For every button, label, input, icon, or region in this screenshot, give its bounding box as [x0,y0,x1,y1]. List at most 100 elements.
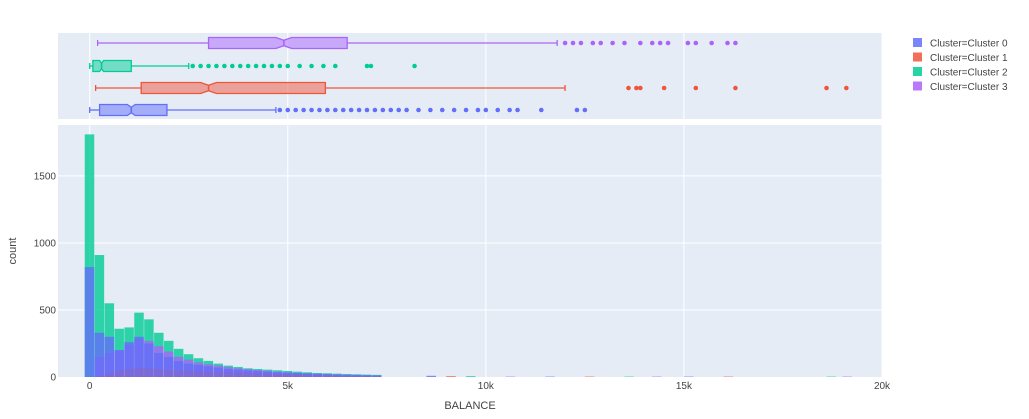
box-outlier-point [372,107,378,113]
box-outlier-point [368,63,374,69]
box-outlier-point [380,107,386,113]
histogram-bar [104,336,115,377]
box-outlier-point [590,40,596,46]
histogram-bar [173,360,184,377]
box-outlier-point [214,63,219,69]
box-outlier-point [285,63,291,69]
box-outlier-point [622,40,627,46]
box-outlier-point [388,107,394,113]
box-outlier-point [439,107,445,113]
axes: 0 5k 10k 15k 20k 0 500 1000 1500 [34,171,891,392]
legend-swatch [913,52,922,62]
x-tick-label: 5k [282,381,294,392]
box-outlier-point [574,107,580,113]
legend: Cluster=Cluster 0 Cluster=Cluster 1 Cluste… [913,38,1008,93]
histogram-bar [446,376,456,377]
box-outlier-point [693,40,699,46]
histogram-bar [114,350,124,377]
box-outlier-point [578,40,584,46]
x-axis-title: BALANCE [444,400,495,412]
histogram-bar [124,342,134,377]
box-outlier-point [475,107,481,113]
box-outlier-point [665,40,671,46]
box-outlier-point [277,63,283,69]
y-tick-label: 0 [50,373,56,384]
x-tick-label: 20k [874,381,891,392]
histogram-bar [292,372,303,377]
histogram-bar [94,255,105,377]
histogram-bar [263,371,273,377]
histogram-bar [253,370,263,377]
box-outlier-point [634,85,639,91]
histogram-bar [322,374,332,377]
box-outlier-point [198,63,203,69]
box-outlier-point [333,107,338,113]
histogram-bar [332,374,342,377]
box-outlier-point [495,107,501,113]
histogram-bar [243,370,253,377]
box-outlier-point [364,63,370,69]
box-outlier-point [463,107,469,113]
box-outlier-point [340,107,346,113]
box-outlier-point [638,85,643,91]
legend-entry-label: Cluster=Cluster 3 [930,82,1008,93]
box-plot-bg [58,33,882,119]
box-outlier-point [626,85,631,91]
box-outlier-point [844,85,849,91]
y-tick-label: 500 [39,305,56,316]
legend-swatch [913,38,922,47]
x-tick-label: 15k [676,381,693,392]
box-outlier-point [190,63,195,69]
histogram-bar [154,352,164,377]
box-outlier-point [245,63,251,69]
box-outlier-point [515,107,520,113]
histogram-bar [272,372,283,377]
legend-entry-label: Cluster=Cluster 0 [930,39,1008,50]
x-tick-label: 10k [478,381,495,392]
box-outlier-point [206,63,211,69]
box-outlier-point [396,107,401,113]
box-outlier-point [222,63,227,69]
histogram-bar [466,376,476,377]
legend-entry-label: Cluster=Cluster 1 [930,53,1008,64]
box-outlier-point [733,40,738,46]
box-outlier-point [293,107,298,113]
histogram-bar [302,373,313,377]
box-outlier-point [649,40,655,46]
box-outlier-point [261,63,267,69]
box-body [207,36,348,50]
histogram-bar [203,366,214,377]
histogram-bar [84,267,95,377]
histogram-bar [233,369,243,377]
box-outlier-point [412,63,417,69]
box-outlier-point [269,63,275,69]
box-outlier-point [733,85,738,91]
box-outlier-point [237,63,243,69]
histogram-bar [282,372,293,377]
histogram-bar [223,368,233,377]
box-outlier-point [507,107,512,113]
histogram-bar [426,375,436,377]
box-body [92,59,132,73]
box-outlier-point [253,63,259,69]
box-outlier-point [230,63,235,69]
box-outlier-point [562,40,568,46]
box-outlier-point [685,40,691,46]
histogram-bar [183,363,194,377]
box-outlier-point [301,107,306,113]
box-outlier-point [317,107,322,113]
box-outlier-point [725,40,730,46]
histogram-bar [371,375,382,377]
box-outlier-point [693,85,699,91]
gridlines [58,33,883,377]
histogram-bar [352,374,362,377]
box-outlier-point [582,107,588,113]
box-outlier-point [309,107,314,113]
box-outlier-point [570,40,576,46]
box-body [98,103,168,117]
box-outlier-point [824,85,829,91]
box-outlier-point [333,63,338,69]
box-outlier-point [709,40,714,46]
histogram-bar [213,367,223,377]
